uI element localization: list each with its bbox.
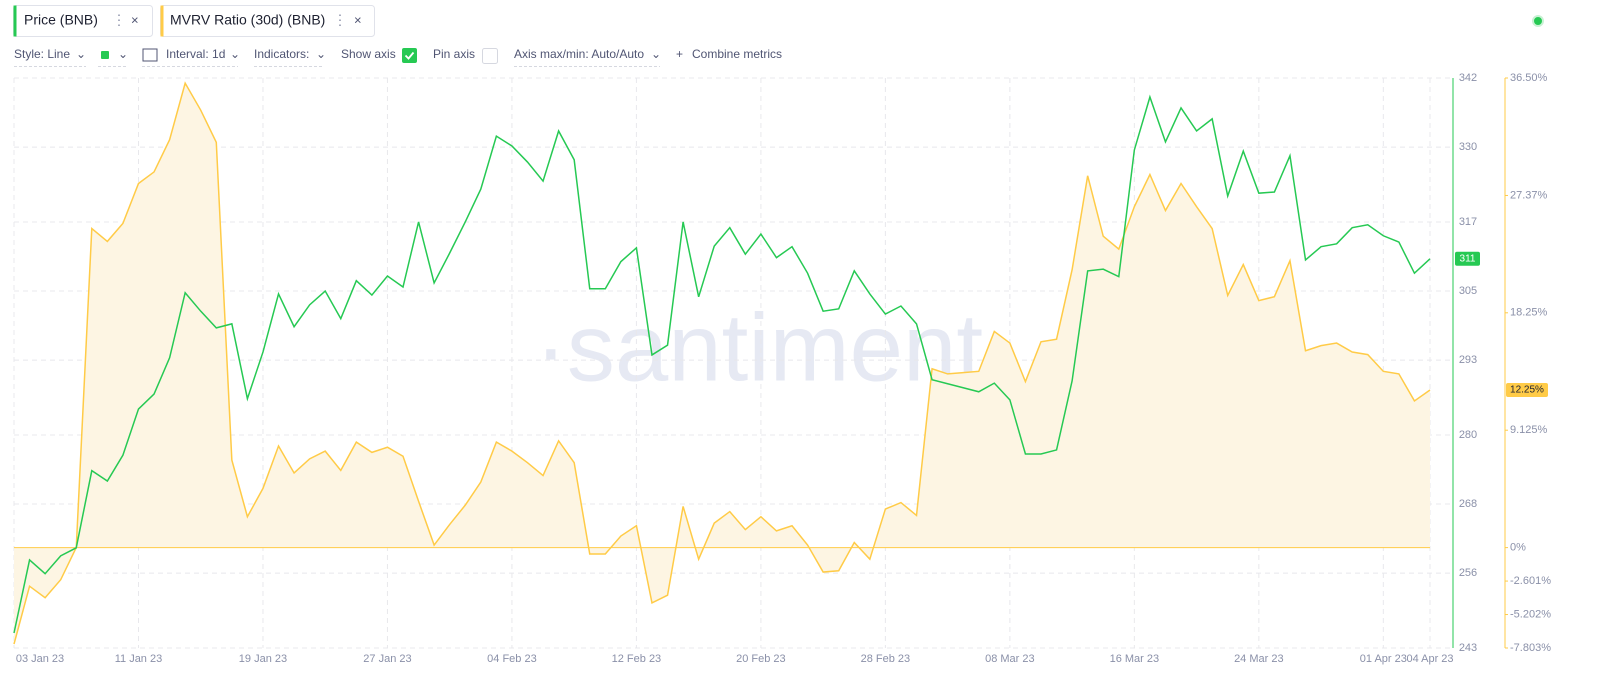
close-icon[interactable]: ×: [354, 12, 362, 27]
x-tick-label: 11 Jan 23: [115, 653, 163, 665]
checkmark: [404, 51, 415, 60]
x-tick-label: 28 Feb 23: [861, 653, 911, 665]
y2-tick-label: 36.50%: [1510, 72, 1548, 84]
y-tick-label: 330: [1459, 141, 1477, 153]
plus-icon: +: [676, 47, 683, 61]
y-tick-label: 317: [1459, 216, 1477, 228]
pin-axis-checkbox[interactable]: [482, 48, 498, 64]
x-tick-label: 27 Jan 23: [363, 653, 411, 665]
tab-label: MVRV Ratio (30d) (BNB): [170, 12, 325, 28]
y2-tick-label: 18.25%: [1510, 307, 1548, 319]
show-axis-label[interactable]: Show axis: [341, 47, 396, 61]
x-tick-label: 03 Jan 23: [16, 653, 64, 665]
y-tick-label: 256: [1459, 567, 1477, 579]
style-select[interactable]: Style: Line: [14, 47, 70, 61]
indicators-select[interactable]: Indicators:: [254, 47, 309, 61]
y2-tick-label: 0%: [1510, 542, 1526, 554]
x-tick-label: 20 Feb 23: [736, 653, 786, 665]
y-tick-label: 243: [1459, 642, 1477, 654]
y2-tick-label: -2.601%: [1510, 575, 1551, 587]
close-icon[interactable]: ×: [131, 12, 139, 27]
chevron: ⌄: [230, 47, 240, 61]
last-value-badge: [1506, 382, 1548, 397]
x-tick-label: 12 Feb 23: [612, 653, 662, 665]
last-value-badge: [1455, 251, 1480, 266]
y-tick-label: 280: [1459, 429, 1477, 441]
line: [13, 81, 1431, 645]
x-tick-label: 04 Feb 23: [487, 653, 537, 665]
status-dot: [1532, 15, 1544, 27]
x-tick-label: 24 Mar 23: [1234, 653, 1284, 665]
last-value-label: 12.25%: [1510, 385, 1544, 396]
color-picker[interactable]: [101, 51, 109, 59]
chevron: ⌄: [76, 47, 86, 61]
pin-axis-label[interactable]: Pin axis: [433, 47, 475, 61]
metric-tab[interactable]: MVRV Ratio (30d) (BNB) ⋮ ×: [160, 5, 375, 37]
x-tick-label: 08 Mar 23: [985, 653, 1035, 665]
x-tick-label: 16 Mar 23: [1110, 653, 1160, 665]
y-tick-label: 342: [1459, 72, 1477, 84]
tab-color: [13, 5, 17, 37]
chevron: ⌄: [316, 47, 326, 61]
metric-tab[interactable]: Price (BNB) ⋮ ×: [13, 5, 153, 37]
tab-color: [160, 5, 164, 37]
chevron: ⌄: [118, 47, 128, 61]
menu-icon[interactable]: ⋮: [333, 12, 347, 28]
area: [14, 83, 1430, 645]
y-tick-label: 268: [1459, 498, 1477, 510]
interval-select[interactable]: Interval: 1d: [166, 47, 225, 61]
interval-icon: [142, 48, 158, 62]
y2-tick-label: 27.37%: [1510, 189, 1548, 201]
axis-minmax-select[interactable]: Axis max/min: Auto/Auto: [514, 47, 644, 61]
x-tick-label: 19 Jan 23: [239, 653, 287, 665]
tab-label: Price (BNB): [24, 12, 98, 28]
x-tick-label: 01 Apr 23: [1360, 653, 1407, 665]
last-value-label: 311: [1460, 253, 1476, 264]
x-tick-label: 04 Apr 23: [1406, 653, 1453, 665]
y2-tick-label: -7.803%: [1510, 642, 1551, 654]
chevron: ⌄: [651, 47, 661, 61]
combine-metrics[interactable]: Combine metrics: [692, 47, 782, 61]
line: [13, 94, 1431, 634]
y2-tick-label: -5.202%: [1510, 608, 1551, 620]
y-tick-label: 305: [1459, 285, 1477, 297]
show-axis-checkbox[interactable]: [402, 48, 417, 63]
menu-icon[interactable]: ⋮: [112, 12, 126, 28]
y-tick-label: 293: [1459, 354, 1477, 366]
y2-tick-label: 9.125%: [1510, 424, 1548, 436]
